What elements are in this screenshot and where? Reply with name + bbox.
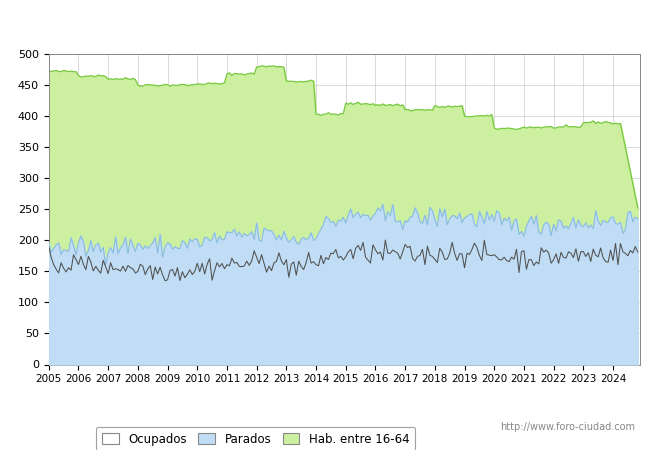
Text: Caudete de las Fuentes - Evolucion de la poblacion en edad de Trabajar Noviembre: Caudete de las Fuentes - Evolucion de la…: [5, 17, 645, 31]
Legend: Ocupados, Parados, Hab. entre 16-64: Ocupados, Parados, Hab. entre 16-64: [96, 427, 415, 450]
Text: http://www.foro-ciudad.com: http://www.foro-ciudad.com: [500, 422, 636, 432]
